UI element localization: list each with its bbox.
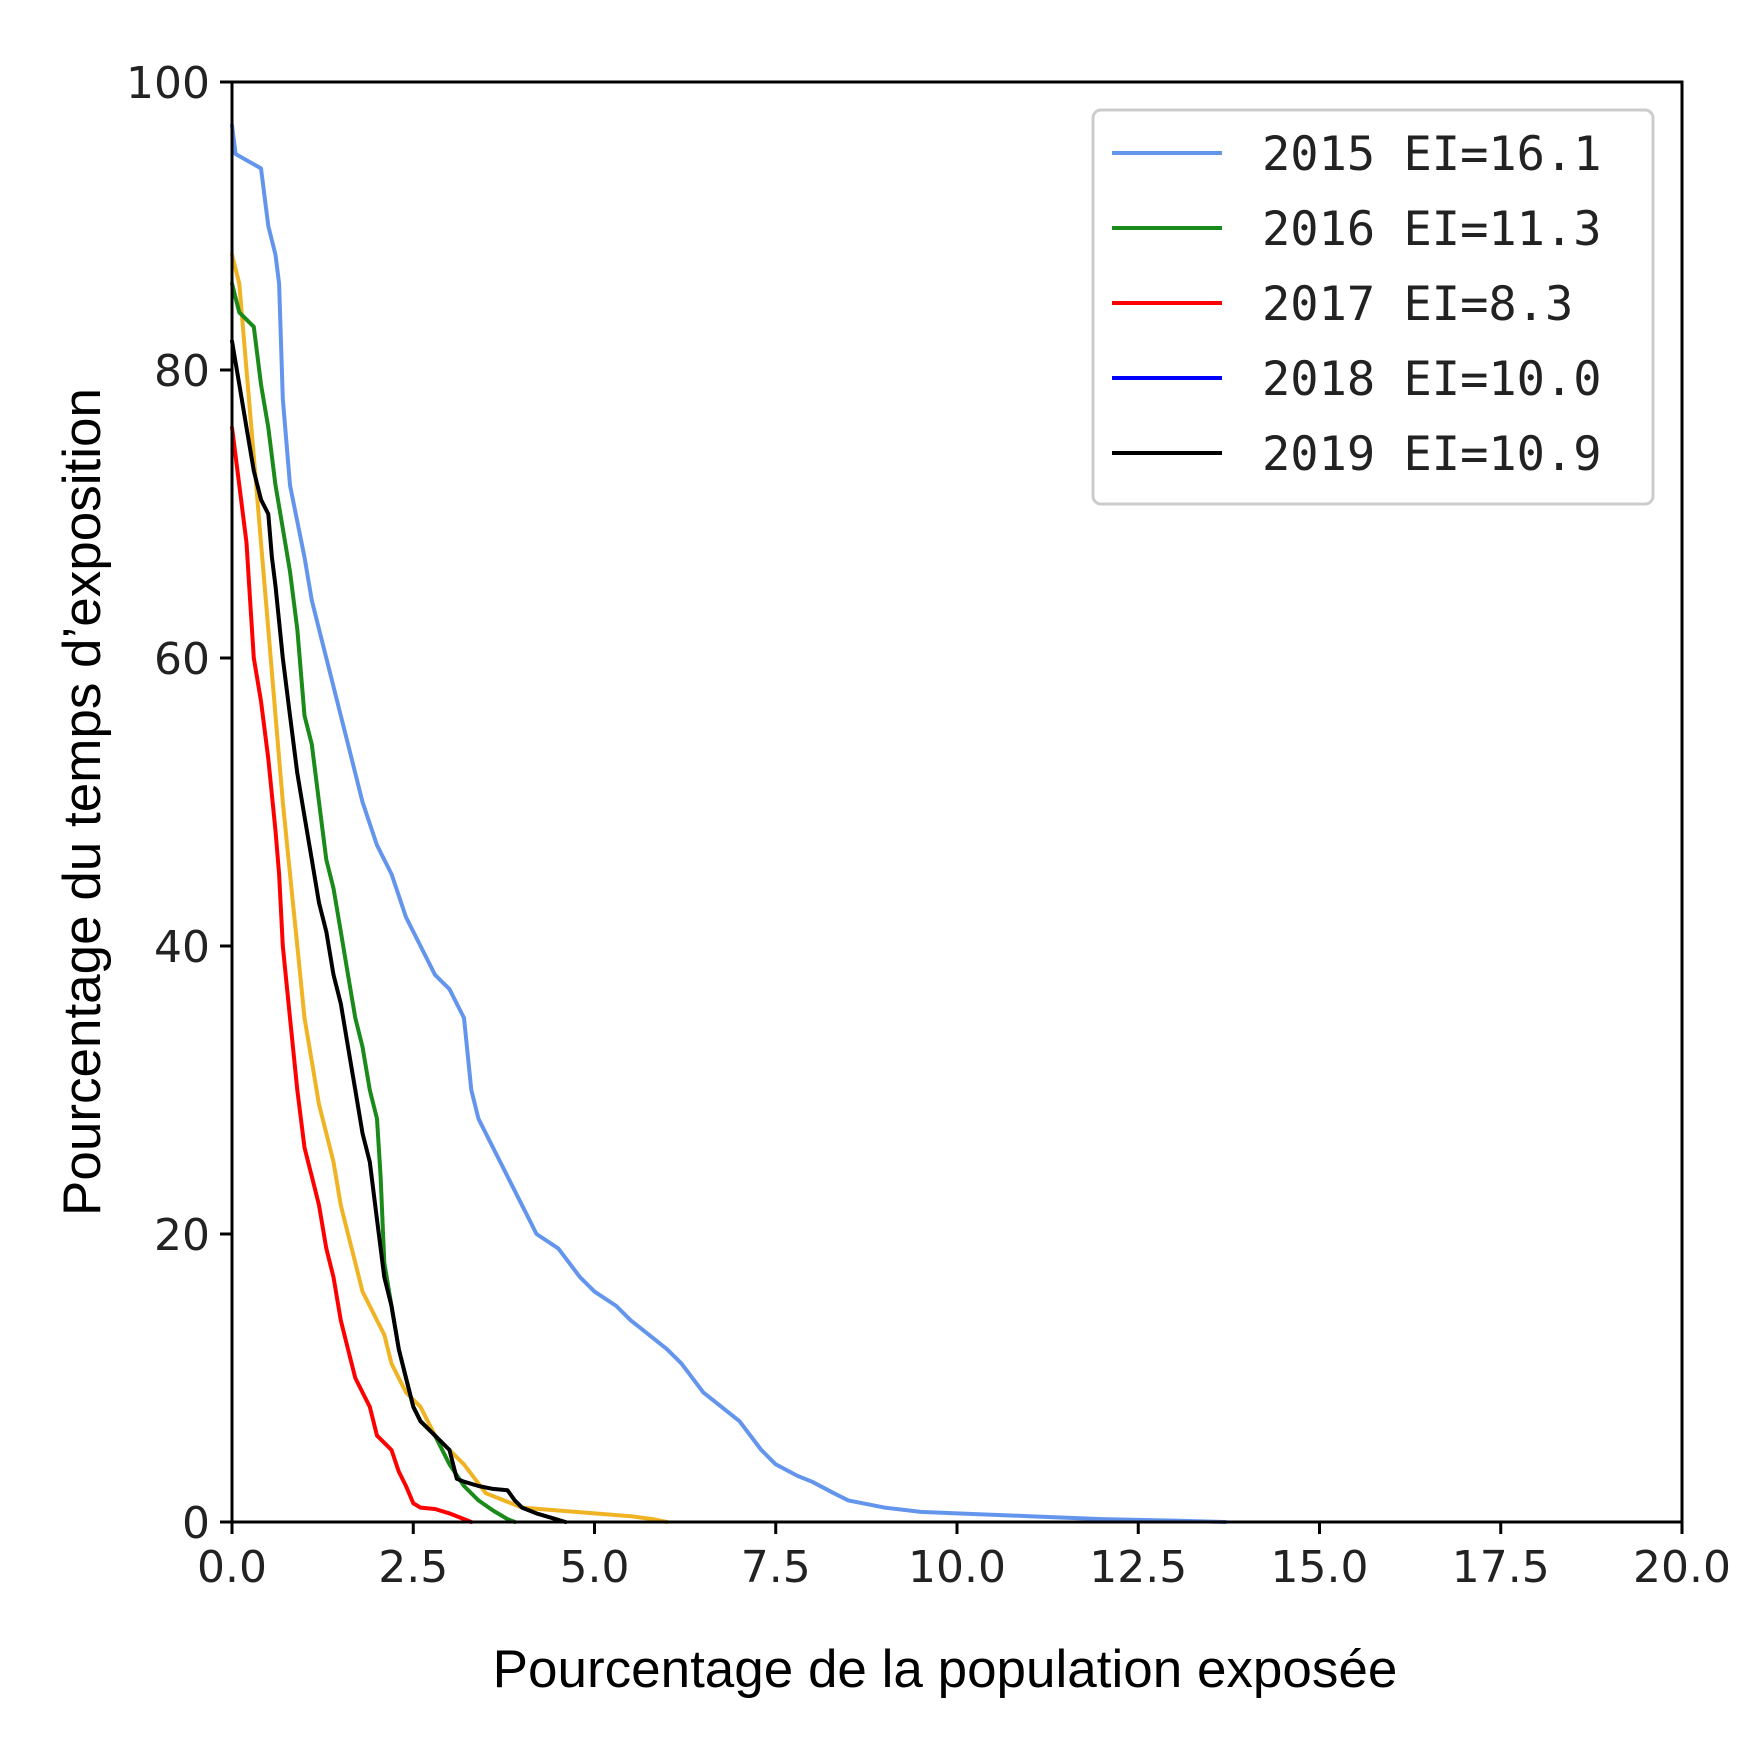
x-tick-label: 12.5: [1089, 1542, 1187, 1593]
x-tick-label: 10.0: [908, 1542, 1006, 1593]
y-tick-label: 20: [154, 1210, 210, 1261]
series-line-2016: [230, 281, 517, 1524]
x-tick-label: 5.0: [560, 1542, 630, 1593]
y-tick-label: 100: [126, 58, 210, 109]
x-tick-label: 17.5: [1452, 1542, 1550, 1593]
series-line-2015: [230, 123, 1228, 1524]
y-axis-title: Pourcentage du temps d’exposition: [53, 388, 112, 1216]
series-line-2019: [230, 339, 568, 1524]
y-tick-label: 60: [154, 634, 210, 685]
series-layer: [230, 123, 1228, 1524]
legend-box: [1091, 108, 1655, 506]
y-tick-label: 80: [154, 346, 210, 397]
ticks-layer: 0.0 2.5 5.0 7.5 10.0 12.5 15.0 17.5 20.0 0 20 40 60 8…: [126, 58, 1731, 1593]
legend-label-2018: 2018 EI=10.0: [1262, 352, 1602, 407]
x-tick-label: 15.0: [1271, 1542, 1369, 1593]
y-tick-label: 0: [182, 1498, 210, 1549]
series-line-2018: [230, 252, 669, 1524]
x-tick-label: 2.5: [378, 1542, 448, 1593]
x-axis-title: Pourcentage de la population exposée: [493, 1640, 1398, 1699]
legend-label-2017: 2017 EI=8.3: [1262, 277, 1573, 332]
x-tick-label: 7.5: [741, 1542, 811, 1593]
legend-label-2015: 2015 EI=16.1: [1262, 127, 1602, 182]
legend: 2015 EI=16.1 2016 EI=11.3 2017 EI=8.3 2018 …: [1091, 108, 1655, 506]
x-tick-label: 20.0: [1633, 1542, 1731, 1593]
x-tick-label: 0.0: [197, 1542, 267, 1593]
y-tick-label: 40: [154, 922, 210, 973]
legend-label-2019: 2019 EI=10.9: [1262, 427, 1602, 482]
series-line-2017: [230, 425, 474, 1524]
legend-label-2016: 2016 EI=11.3: [1262, 202, 1602, 257]
